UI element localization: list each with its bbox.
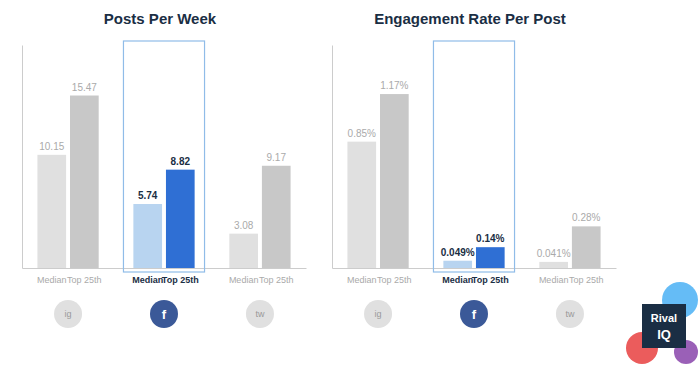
category-icon bbox=[150, 300, 178, 328]
x-axis-line bbox=[333, 268, 617, 269]
bar bbox=[539, 262, 568, 268]
series-label: Median bbox=[539, 275, 569, 285]
highlight-box bbox=[123, 41, 204, 272]
x-axis bbox=[23, 268, 307, 269]
category-label: f bbox=[162, 307, 167, 322]
series-label: Top 25th bbox=[67, 275, 102, 285]
category-icon bbox=[460, 300, 488, 328]
series-label: Median bbox=[442, 275, 473, 285]
category-icon bbox=[556, 300, 584, 328]
data-label: 0.14% bbox=[476, 233, 504, 244]
bar bbox=[443, 261, 472, 268]
series-label: Median bbox=[132, 275, 163, 285]
bar bbox=[262, 166, 291, 268]
bars bbox=[347, 94, 600, 268]
data-label: 0.049% bbox=[441, 247, 475, 258]
x-axis-line bbox=[23, 268, 307, 269]
bar bbox=[166, 170, 195, 268]
y-axis-line bbox=[332, 46, 333, 269]
data-label: 8.82 bbox=[171, 156, 191, 167]
category-icon bbox=[54, 300, 82, 328]
series-label: Top 25th bbox=[162, 275, 199, 285]
category-label: tw bbox=[565, 309, 575, 319]
series-label: Median bbox=[347, 275, 377, 285]
chart-panel: Engagement Rate Per Post 0.85% 0.049% 0.041… bbox=[333, 10, 617, 328]
chart-panel: Posts Per Week 10.15 5.74 3.08 15.47 8.82 9.17… bbox=[23, 10, 307, 328]
bar bbox=[70, 96, 99, 268]
category-icon bbox=[364, 300, 392, 328]
data-label: 9.17 bbox=[267, 152, 287, 163]
bar bbox=[476, 247, 505, 268]
bar bbox=[37, 155, 66, 268]
bar bbox=[572, 226, 601, 268]
series-label: Top 25th bbox=[377, 275, 412, 285]
bars bbox=[37, 96, 290, 268]
y-axis bbox=[332, 46, 333, 269]
series-label: Median bbox=[229, 275, 259, 285]
bar bbox=[347, 142, 376, 268]
data-label: 0.85% bbox=[348, 128, 376, 139]
chart-title: Posts Per Week bbox=[104, 10, 217, 27]
data-label: 0.28% bbox=[572, 212, 600, 223]
figure: Posts Per Week 10.15 5.74 3.08 15.47 8.82 9.17… bbox=[0, 0, 700, 369]
category-label: f bbox=[472, 307, 477, 322]
series-label: Top 25th bbox=[472, 275, 509, 285]
bar bbox=[229, 234, 258, 268]
data-label: 3.08 bbox=[234, 220, 254, 231]
series-label: Top 25th bbox=[569, 275, 604, 285]
chart-title: Engagement Rate Per Post bbox=[374, 10, 566, 27]
y-axis bbox=[22, 46, 23, 269]
series-label: Top 25th bbox=[259, 275, 294, 285]
category-label: ig bbox=[65, 309, 72, 319]
bar bbox=[380, 94, 409, 268]
logo: Rival IQ bbox=[626, 282, 698, 364]
x-axis bbox=[333, 268, 617, 269]
data-label: 5.74 bbox=[138, 190, 158, 201]
logo-box bbox=[642, 304, 686, 348]
series-label: Median bbox=[37, 275, 67, 285]
data-label: 10.15 bbox=[39, 141, 64, 152]
data-label: 0.041% bbox=[537, 248, 571, 259]
annotation: IQ bbox=[657, 327, 671, 342]
annotation: Rival bbox=[651, 312, 677, 324]
data-label: 15.47 bbox=[72, 82, 97, 93]
y-axis-line bbox=[22, 46, 23, 269]
category-icon bbox=[246, 300, 274, 328]
data-label: 1.17% bbox=[380, 80, 408, 91]
category-label: tw bbox=[255, 309, 265, 319]
bar bbox=[133, 204, 162, 268]
highlight-box bbox=[433, 41, 514, 272]
category-label: ig bbox=[375, 309, 382, 319]
